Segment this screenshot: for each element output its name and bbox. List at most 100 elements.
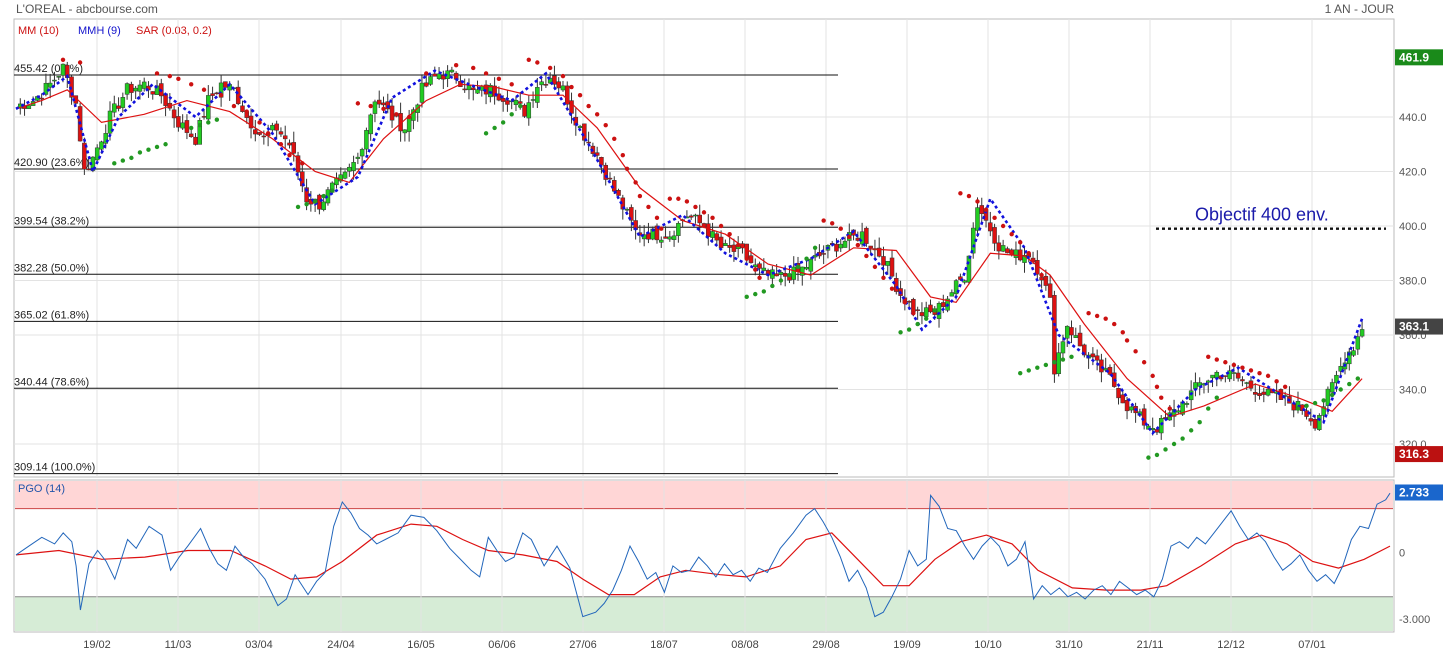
candle-up	[513, 99, 519, 105]
candle-down	[1077, 332, 1083, 347]
sar-dot-above	[821, 218, 826, 223]
candle-down	[287, 142, 292, 146]
sar-dot-above	[453, 63, 459, 68]
pgo-tick-label: -3.000	[1399, 614, 1430, 626]
candle-down	[714, 233, 720, 241]
pgo-lines	[15, 492, 1391, 618]
candle-down	[915, 309, 920, 311]
candle-up	[577, 125, 583, 129]
sar-dot-above	[560, 73, 566, 79]
candle-down	[129, 83, 134, 93]
sar-dot-above	[381, 106, 386, 112]
sar-dot-above	[735, 242, 741, 248]
candle-up	[966, 255, 972, 283]
candle-up	[1171, 409, 1177, 417]
sar-dot-below	[1154, 452, 1160, 458]
sar-dot-below	[804, 256, 809, 261]
sar-dot-above	[535, 60, 540, 65]
sar-dot-above	[1274, 379, 1279, 384]
x-tick-label: 19/02	[83, 639, 111, 651]
sar-dot-above	[1009, 231, 1014, 237]
candle-down	[517, 101, 523, 104]
candle-up	[1214, 371, 1220, 378]
sar-dot-above	[1248, 368, 1254, 373]
candle-down	[552, 75, 557, 85]
candle-up	[52, 79, 57, 82]
candle-up	[1176, 410, 1181, 413]
candle-down	[171, 109, 177, 119]
sar-dot-above	[1214, 357, 1219, 362]
candle-up	[406, 116, 412, 132]
x-tick-label: 21/11	[1137, 639, 1164, 651]
candle-up	[808, 258, 814, 272]
fib-label: 340.44 (78.6%)	[14, 376, 89, 388]
sar-dot-above	[547, 65, 553, 71]
sar-dot-above	[167, 73, 173, 79]
candle-up	[859, 231, 865, 245]
candle-down	[727, 245, 732, 248]
sar-dot-above	[1159, 395, 1164, 400]
candle-up	[180, 122, 185, 129]
candle-up	[1013, 249, 1019, 258]
oversold-zone	[15, 596, 1393, 631]
pgo-tick-label: 0	[1399, 548, 1405, 560]
sar-dot-above	[265, 131, 271, 136]
candle-down	[1154, 429, 1160, 433]
sar-dot-below	[898, 330, 903, 335]
sar-dot-above	[1240, 365, 1245, 370]
sar-dot-below	[787, 272, 792, 278]
candle-up	[47, 82, 53, 88]
candle-down	[821, 253, 826, 255]
sar-dot-below	[1188, 428, 1194, 433]
x-tick-label: 03/04	[245, 639, 273, 651]
x-tick-label: 16/05	[407, 639, 435, 651]
sar-dot-above	[406, 114, 412, 120]
sar-dot-above	[838, 226, 843, 231]
candle-down	[1069, 327, 1074, 336]
candle-down	[1141, 408, 1147, 426]
period-label[interactable]: 1 AN - JOUR	[1325, 2, 1395, 16]
candle-up	[141, 81, 147, 89]
candle-up	[778, 271, 784, 275]
price-panel-frame	[13, 18, 1395, 478]
candle-up	[43, 82, 49, 95]
sar-dot-above	[603, 122, 608, 128]
candle-up	[270, 125, 275, 131]
candle-down	[235, 86, 241, 105]
sar-dot-above	[295, 158, 301, 163]
candle-up	[791, 266, 796, 280]
x-tick-label: 08/08	[731, 639, 759, 651]
candle-down	[150, 91, 155, 95]
y-tick-label: 400.0	[1399, 221, 1427, 233]
candle-up	[56, 76, 61, 78]
candle-up	[321, 201, 326, 210]
sar-dot-above	[594, 112, 600, 117]
candle-down	[774, 273, 779, 277]
sar-dot-above	[577, 93, 583, 98]
candle-up	[1359, 329, 1365, 337]
sar-dot-above	[659, 226, 664, 231]
sar-dot-above	[1000, 223, 1006, 229]
candle-down	[86, 168, 91, 171]
candle-down	[1235, 372, 1241, 379]
x-tick-label: 29/08	[812, 639, 840, 651]
candle-up	[885, 261, 891, 266]
sar-dot-above	[176, 76, 181, 82]
candle-down	[958, 276, 963, 280]
candle-up	[99, 141, 104, 150]
candle-down	[864, 227, 869, 244]
candle-up	[1244, 382, 1249, 384]
sar-dot-below	[518, 103, 523, 109]
candle-down	[599, 157, 604, 166]
low-price-tag: 316.3	[1399, 447, 1429, 461]
sar-dot-above	[1282, 384, 1288, 389]
candle-up	[338, 174, 344, 182]
candle-down	[616, 190, 621, 196]
sar-dot-above	[911, 311, 916, 316]
candle-up	[1000, 245, 1006, 252]
candle-down	[223, 81, 228, 88]
sar-dot-below	[1312, 400, 1318, 406]
candle-up	[1265, 388, 1271, 396]
candle-down	[688, 215, 694, 218]
